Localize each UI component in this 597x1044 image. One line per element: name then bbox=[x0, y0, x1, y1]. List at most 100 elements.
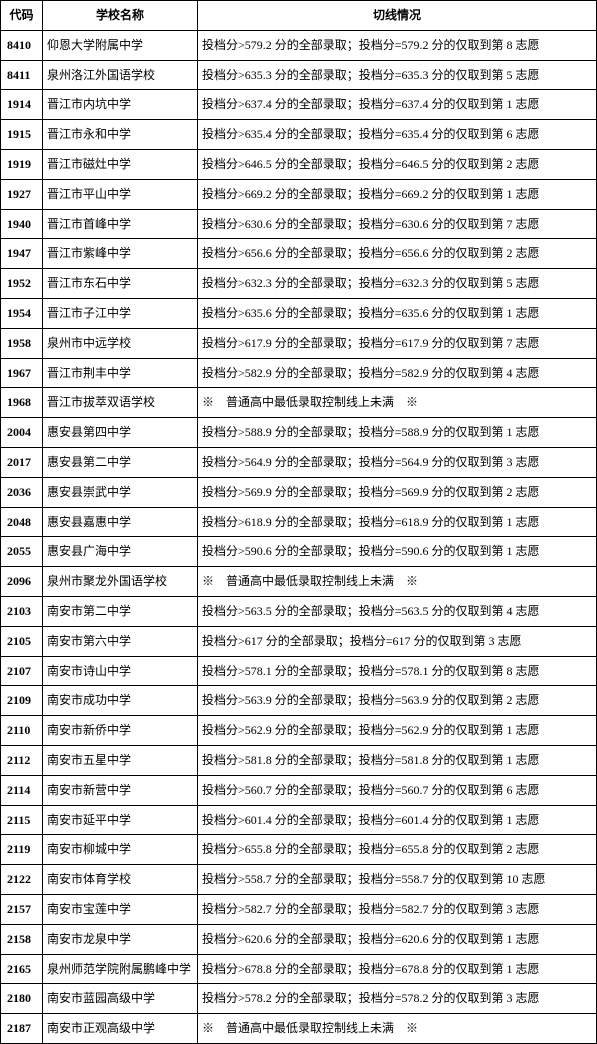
code-cell: 2187 bbox=[1, 1014, 43, 1044]
school-cell: 晋江市荆丰中学 bbox=[43, 358, 198, 388]
school-cell: 晋江市磁灶中学 bbox=[43, 149, 198, 179]
table-row: 8410仰恩大学附属中学投档分>579.2 分的全部录取；投档分=579.2 分… bbox=[1, 30, 597, 60]
school-cell: 南安市诗山中学 bbox=[43, 656, 198, 686]
table-row: 2096泉州市聚龙外国语学校※ 普通高中最低录取控制线上未满 ※ bbox=[1, 567, 597, 597]
school-cell: 泉州洛江外国语学校 bbox=[43, 60, 198, 90]
code-cell: 2114 bbox=[1, 775, 43, 805]
school-cell: 晋江市内坑中学 bbox=[43, 90, 198, 120]
school-cell: 惠安县嘉惠中学 bbox=[43, 507, 198, 537]
school-cell: 晋江市首峰中学 bbox=[43, 209, 198, 239]
school-cell: 惠安县第二中学 bbox=[43, 447, 198, 477]
header-cutoff: 切线情况 bbox=[198, 1, 597, 31]
code-cell: 2109 bbox=[1, 686, 43, 716]
cutoff-cell: 投档分>620.6 分的全部录取；投档分=620.6 分的仅取到第 1 志愿 bbox=[198, 924, 597, 954]
code-cell: 1952 bbox=[1, 269, 43, 299]
school-cell: 晋江市永和中学 bbox=[43, 120, 198, 150]
cutoff-cell: 投档分>617.9 分的全部录取；投档分=617.9 分的仅取到第 7 志愿 bbox=[198, 328, 597, 358]
table-row: 2114南安市新营中学投档分>560.7 分的全部录取；投档分=560.7 分的… bbox=[1, 775, 597, 805]
school-cell: 南安市柳城中学 bbox=[43, 835, 198, 865]
code-cell: 8411 bbox=[1, 60, 43, 90]
cutoff-cell: 投档分>617 分的全部录取；投档分=617 分的仅取到第 3 志愿 bbox=[198, 626, 597, 656]
table-row: 1914晋江市内坑中学投档分>637.4 分的全部录取；投档分=637.4 分的… bbox=[1, 90, 597, 120]
school-cell: 晋江市东石中学 bbox=[43, 269, 198, 299]
code-cell: 1914 bbox=[1, 90, 43, 120]
code-cell: 2036 bbox=[1, 477, 43, 507]
cutoff-cell: 投档分>635.6 分的全部录取；投档分=635.6 分的仅取到第 1 志愿 bbox=[198, 298, 597, 328]
code-cell: 1967 bbox=[1, 358, 43, 388]
code-cell: 1940 bbox=[1, 209, 43, 239]
cutoff-cell: 投档分>569.9 分的全部录取；投档分=569.9 分的仅取到第 2 志愿 bbox=[198, 477, 597, 507]
table-row: 2158南安市龙泉中学投档分>620.6 分的全部录取；投档分=620.6 分的… bbox=[1, 924, 597, 954]
cutoff-cell: 投档分>646.5 分的全部录取；投档分=646.5 分的仅取到第 2 志愿 bbox=[198, 149, 597, 179]
table-row: 2112南安市五星中学投档分>581.8 分的全部录取；投档分=581.8 分的… bbox=[1, 745, 597, 775]
table-row: 2122南安市体育学校投档分>558.7 分的全部录取；投档分=558.7 分的… bbox=[1, 865, 597, 895]
code-cell: 2048 bbox=[1, 507, 43, 537]
school-cell: 南安市蓝园高级中学 bbox=[43, 984, 198, 1014]
code-cell: 1954 bbox=[1, 298, 43, 328]
code-cell: 2180 bbox=[1, 984, 43, 1014]
table-row: 1958泉州市中远学校投档分>617.9 分的全部录取；投档分=617.9 分的… bbox=[1, 328, 597, 358]
code-cell: 2122 bbox=[1, 865, 43, 895]
table-row: 1954晋江市子江中学投档分>635.6 分的全部录取；投档分=635.6 分的… bbox=[1, 298, 597, 328]
table-row: 1927晋江市平山中学投档分>669.2 分的全部录取；投档分=669.2 分的… bbox=[1, 179, 597, 209]
code-cell: 1947 bbox=[1, 239, 43, 269]
school-cell: 南安市第二中学 bbox=[43, 596, 198, 626]
code-cell: 2110 bbox=[1, 716, 43, 746]
cutoff-cell: 投档分>588.9 分的全部录取；投档分=588.9 分的仅取到第 1 志愿 bbox=[198, 418, 597, 448]
table-row: 2105南安市第六中学投档分>617 分的全部录取；投档分=617 分的仅取到第… bbox=[1, 626, 597, 656]
school-cell: 泉州市中远学校 bbox=[43, 328, 198, 358]
table-row: 2187南安市正观高级中学※ 普通高中最低录取控制线上未满 ※ bbox=[1, 1014, 597, 1044]
cutoff-cell: 投档分>669.2 分的全部录取；投档分=669.2 分的仅取到第 1 志愿 bbox=[198, 179, 597, 209]
cutoff-note-cell: ※ 普通高中最低录取控制线上未满 ※ bbox=[198, 1014, 597, 1044]
table-row: 1947晋江市紫峰中学投档分>656.6 分的全部录取；投档分=656.6 分的… bbox=[1, 239, 597, 269]
table-row: 1968晋江市拔萃双语学校※ 普通高中最低录取控制线上未满 ※ bbox=[1, 388, 597, 418]
cutoff-cell: 投档分>601.4 分的全部录取；投档分=601.4 分的仅取到第 1 志愿 bbox=[198, 805, 597, 835]
code-cell: 1958 bbox=[1, 328, 43, 358]
code-cell: 8410 bbox=[1, 30, 43, 60]
school-cell: 南安市延平中学 bbox=[43, 805, 198, 835]
table-row: 2157南安市宝莲中学投档分>582.7 分的全部录取；投档分=582.7 分的… bbox=[1, 894, 597, 924]
code-cell: 2157 bbox=[1, 894, 43, 924]
school-cell: 惠安县广海中学 bbox=[43, 537, 198, 567]
table-row: 1915晋江市永和中学投档分>635.4 分的全部录取；投档分=635.4 分的… bbox=[1, 120, 597, 150]
school-cell: 晋江市子江中学 bbox=[43, 298, 198, 328]
cutoff-cell: 投档分>590.6 分的全部录取；投档分=590.6 分的仅取到第 1 志愿 bbox=[198, 537, 597, 567]
cutoff-cell: 投档分>656.6 分的全部录取；投档分=656.6 分的仅取到第 2 志愿 bbox=[198, 239, 597, 269]
school-cell: 泉州师范学院附属鹏峰中学 bbox=[43, 954, 198, 984]
school-cell: 惠安县第四中学 bbox=[43, 418, 198, 448]
school-cell: 南安市体育学校 bbox=[43, 865, 198, 895]
cutoff-cell: 投档分>582.7 分的全部录取；投档分=582.7 分的仅取到第 3 志愿 bbox=[198, 894, 597, 924]
school-cell: 南安市成功中学 bbox=[43, 686, 198, 716]
cutoff-cell: 投档分>630.6 分的全部录取；投档分=630.6 分的仅取到第 7 志愿 bbox=[198, 209, 597, 239]
school-cell: 南安市第六中学 bbox=[43, 626, 198, 656]
table-row: 1940晋江市首峰中学投档分>630.6 分的全部录取；投档分=630.6 分的… bbox=[1, 209, 597, 239]
header-school: 学校名称 bbox=[43, 1, 198, 31]
code-cell: 1927 bbox=[1, 179, 43, 209]
code-cell: 1915 bbox=[1, 120, 43, 150]
table-row: 1952晋江市东石中学投档分>632.3 分的全部录取；投档分=632.3 分的… bbox=[1, 269, 597, 299]
table-row: 2180南安市蓝园高级中学投档分>578.2 分的全部录取；投档分=578.2 … bbox=[1, 984, 597, 1014]
cutoff-cell: 投档分>564.9 分的全部录取；投档分=564.9 分的仅取到第 3 志愿 bbox=[198, 447, 597, 477]
cutoff-cell: 投档分>678.8 分的全部录取；投档分=678.8 分的仅取到第 1 志愿 bbox=[198, 954, 597, 984]
code-cell: 2119 bbox=[1, 835, 43, 865]
cutoff-cell: 投档分>579.2 分的全部录取；投档分=579.2 分的仅取到第 8 志愿 bbox=[198, 30, 597, 60]
code-cell: 2105 bbox=[1, 626, 43, 656]
school-cell: 惠安县崇武中学 bbox=[43, 477, 198, 507]
table-row: 1919晋江市磁灶中学投档分>646.5 分的全部录取；投档分=646.5 分的… bbox=[1, 149, 597, 179]
school-cell: 南安市龙泉中学 bbox=[43, 924, 198, 954]
code-cell: 2112 bbox=[1, 745, 43, 775]
table-row: 1967晋江市荆丰中学投档分>582.9 分的全部录取；投档分=582.9 分的… bbox=[1, 358, 597, 388]
cutoff-cell: 投档分>578.2 分的全部录取；投档分=578.2 分的仅取到第 3 志愿 bbox=[198, 984, 597, 1014]
school-cell: 南安市新侨中学 bbox=[43, 716, 198, 746]
school-cell: 泉州市聚龙外国语学校 bbox=[43, 567, 198, 597]
table-row: 2109南安市成功中学投档分>563.9 分的全部录取；投档分=563.9 分的… bbox=[1, 686, 597, 716]
cutoff-note-cell: ※ 普通高中最低录取控制线上未满 ※ bbox=[198, 567, 597, 597]
table-row: 2036惠安县崇武中学投档分>569.9 分的全部录取；投档分=569.9 分的… bbox=[1, 477, 597, 507]
school-cell: 南安市宝莲中学 bbox=[43, 894, 198, 924]
school-cell: 晋江市紫峰中学 bbox=[43, 239, 198, 269]
cutoff-cell: 投档分>632.3 分的全部录取；投档分=632.3 分的仅取到第 5 志愿 bbox=[198, 269, 597, 299]
cutoff-cell: 投档分>635.4 分的全部录取；投档分=635.4 分的仅取到第 6 志愿 bbox=[198, 120, 597, 150]
code-cell: 2165 bbox=[1, 954, 43, 984]
code-cell: 2017 bbox=[1, 447, 43, 477]
code-cell: 2103 bbox=[1, 596, 43, 626]
